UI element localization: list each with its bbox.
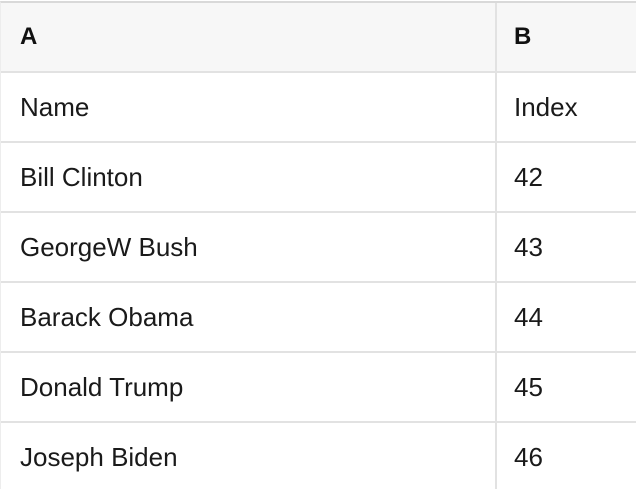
table-row: GeorgeW Bush 43 [1, 213, 636, 283]
table-row: Name Index [1, 73, 636, 143]
cell-name[interactable]: Donald Trump [1, 353, 497, 421]
table-row: Joseph Biden 46 [1, 423, 636, 489]
column-header-b[interactable]: B [514, 23, 532, 50]
cell-index[interactable]: 42 [514, 161, 543, 192]
cell-name[interactable]: Bill Clinton [1, 143, 497, 211]
table-row: Bill Clinton 42 [1, 143, 636, 213]
cell-name[interactable]: Joseph Biden [1, 423, 497, 489]
cell-name[interactable]: Name [1, 73, 497, 141]
cell-name[interactable]: GeorgeW Bush [1, 213, 497, 281]
cell-index[interactable]: Index [514, 91, 578, 122]
cell-index[interactable]: 43 [514, 231, 543, 262]
cell-index[interactable]: 46 [514, 441, 543, 472]
cell-index[interactable]: 44 [514, 301, 543, 332]
header-row: A B [1, 3, 636, 73]
table-row: Donald Trump 45 [1, 353, 636, 423]
table-row: Barack Obama 44 [1, 283, 636, 353]
cell-name[interactable]: Barack Obama [1, 283, 497, 351]
cell-index[interactable]: 45 [514, 371, 543, 402]
column-header-a[interactable]: A [1, 3, 497, 71]
